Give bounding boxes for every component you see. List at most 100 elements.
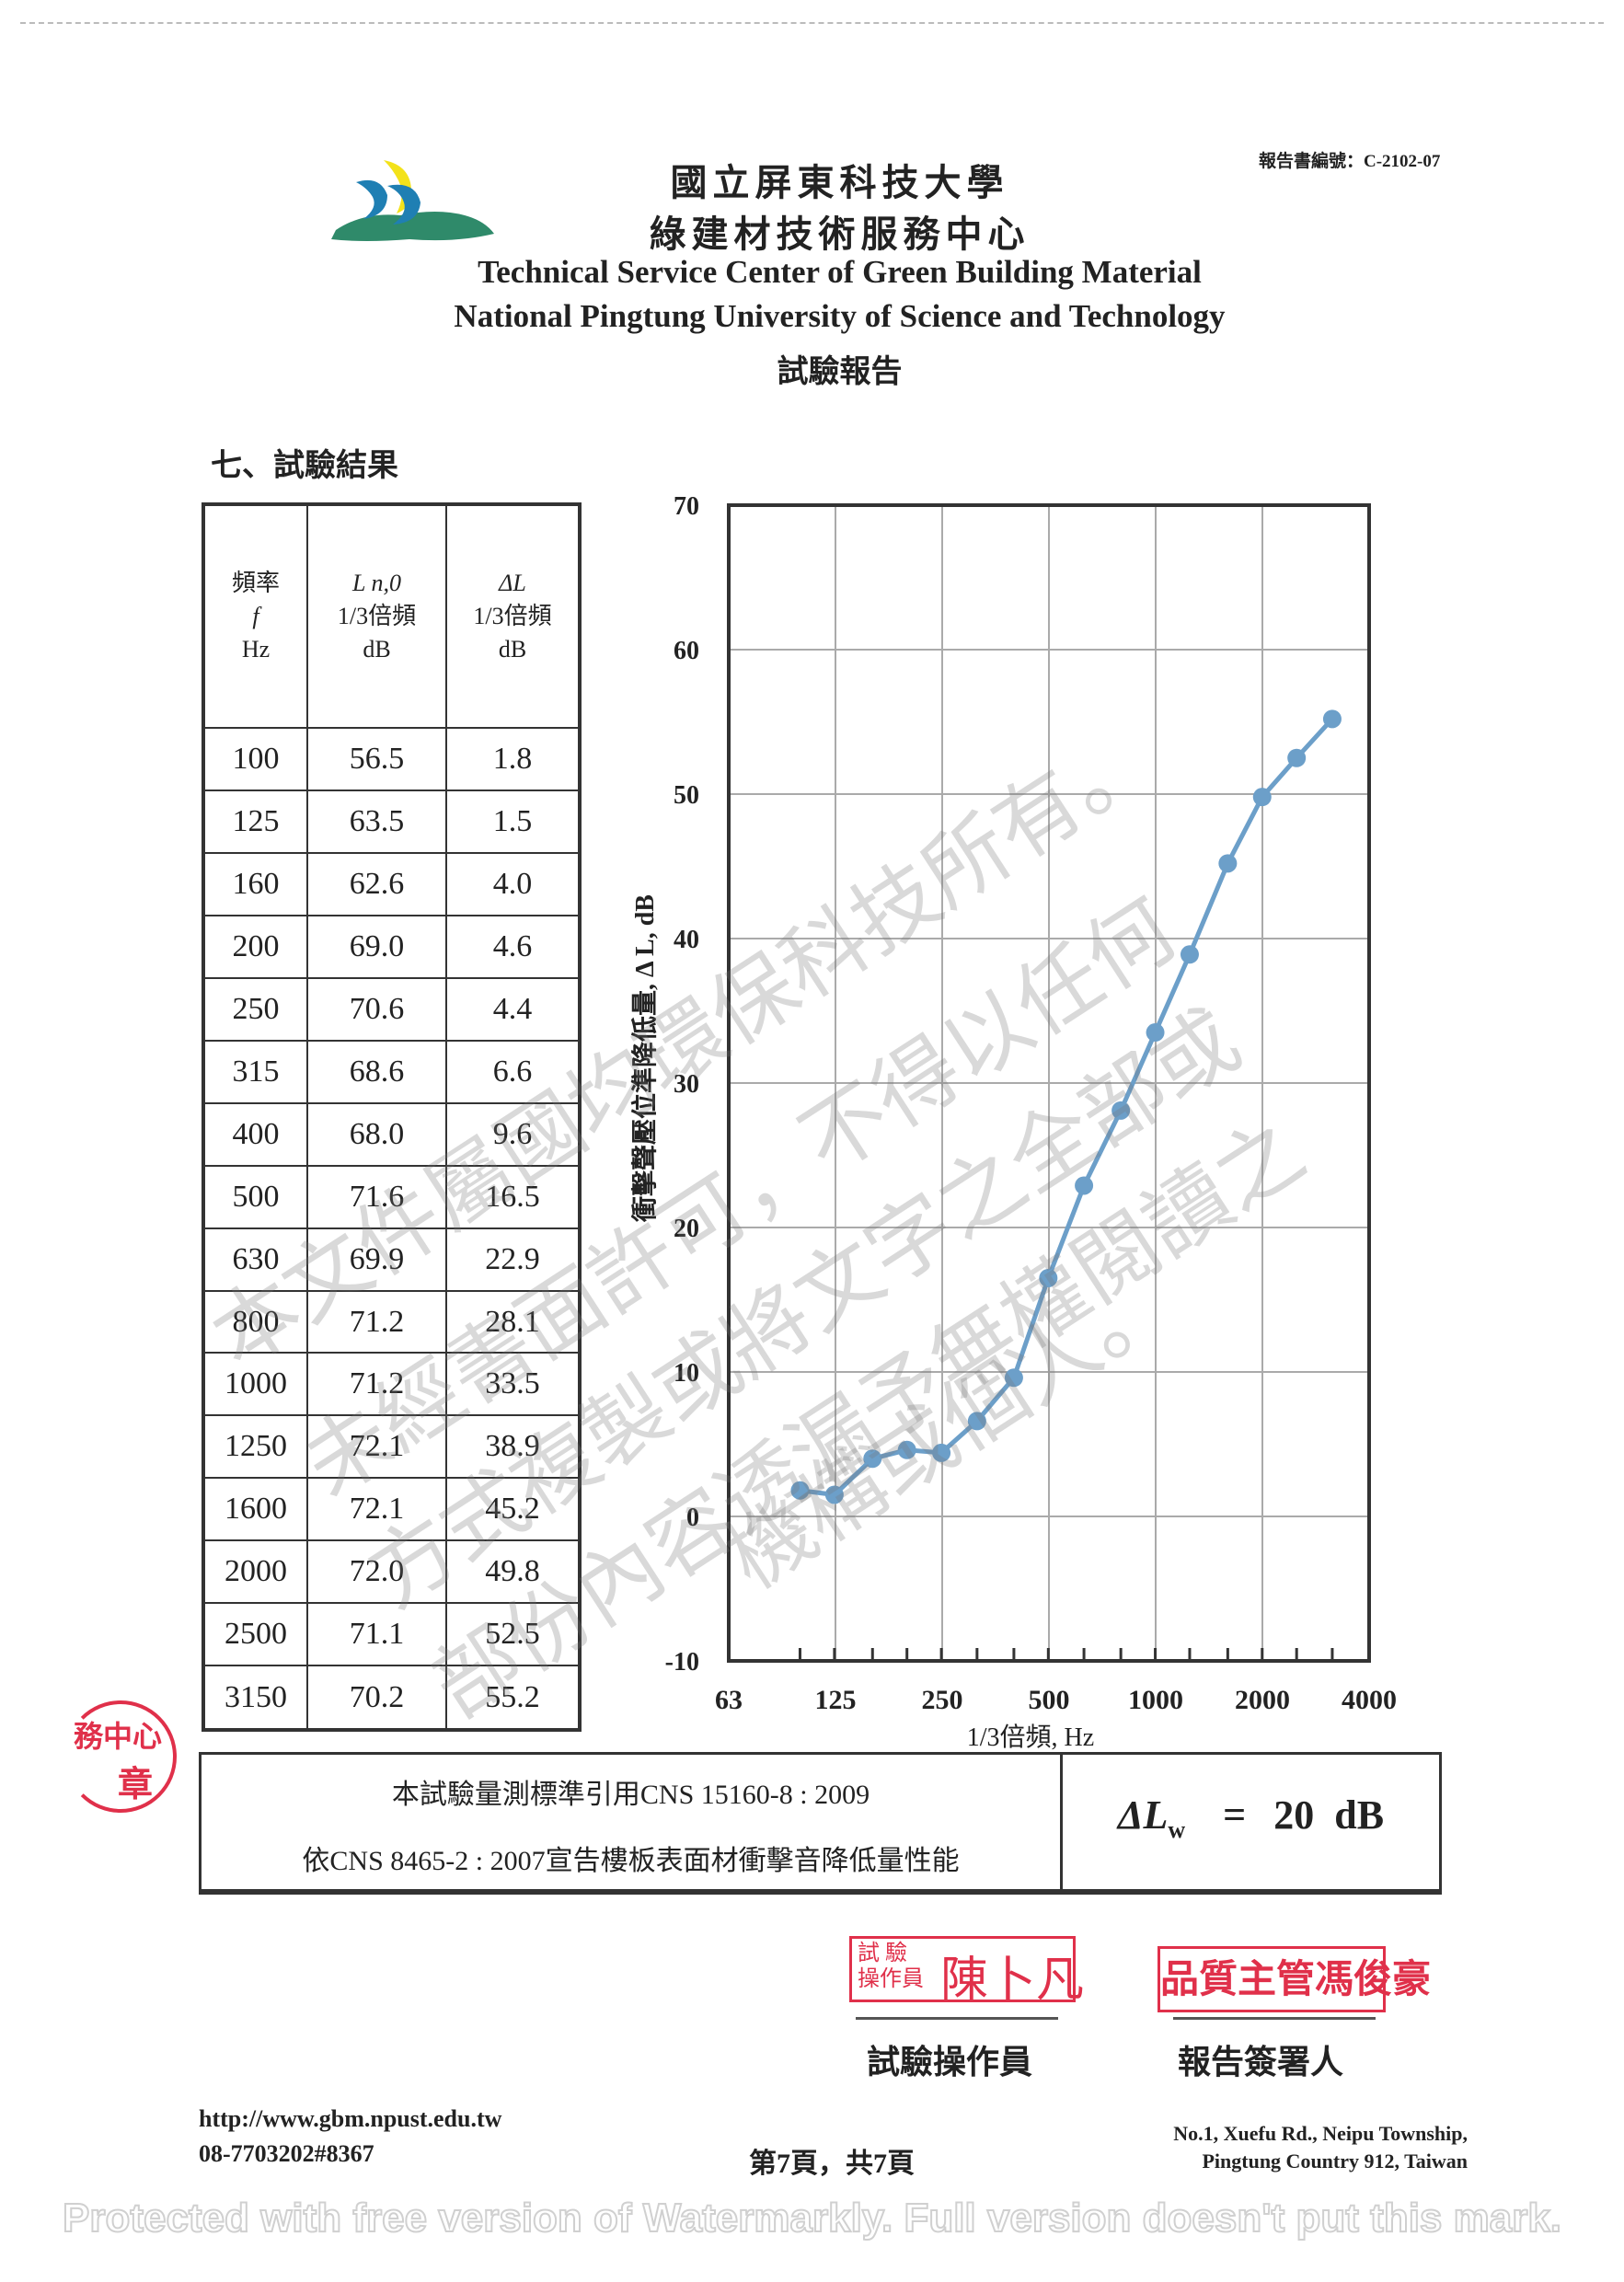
y-tick-label: 40 — [674, 926, 699, 954]
footer-url[interactable]: http://www.gbm.npust.edu.tw — [199, 2105, 502, 2132]
data-point — [1218, 854, 1238, 873]
table-row: 200 69.0 4.6 — [202, 914, 581, 979]
page-number: 第7頁，共7頁 — [749, 2149, 915, 2179]
weighted-result: ΔLw = 20 dB — [1117, 1792, 1385, 1843]
cell-ln0: 62.6 — [306, 851, 447, 916]
title-cn-1: 國立屏東科技大學 — [670, 162, 1009, 203]
header-ln0: L n,0 1/3倍頻 dB — [306, 503, 447, 729]
summary-divider — [1060, 1755, 1063, 1889]
cell-ln0: 56.5 — [306, 726, 447, 791]
y-tick-label: 50 — [674, 781, 699, 810]
operator-label: 試驗操作員 — [866, 2044, 1032, 2080]
data-point — [1252, 788, 1272, 807]
y-tick-label: -10 — [665, 1648, 699, 1677]
table-row: 250 70.6 4.4 — [202, 976, 581, 1042]
cell-ln0: 71.2 — [306, 1289, 447, 1354]
cell-frequency: 100 — [202, 726, 308, 791]
signer-signature-line — [1173, 2017, 1376, 2020]
data-point — [1322, 709, 1342, 729]
official-seal: 務中心 章 — [64, 1700, 177, 1813]
cell-ln0: 71.1 — [306, 1602, 447, 1667]
top-border — [20, 22, 1604, 24]
data-point — [897, 1440, 916, 1459]
data-point — [863, 1449, 882, 1469]
cell-delta-l: 4.6 — [445, 914, 581, 979]
cell-frequency: 1600 — [202, 1477, 308, 1542]
cell-delta-l: 1.5 — [445, 789, 581, 854]
cell-frequency: 200 — [202, 914, 308, 979]
cell-delta-l: 6.6 — [445, 1039, 581, 1104]
footer-phone: 08-7703202#8367 — [199, 2140, 374, 2167]
cell-frequency: 2500 — [202, 1602, 308, 1667]
x-tick-label: 63 — [715, 1685, 743, 1715]
cell-frequency: 1000 — [202, 1352, 308, 1417]
x-tick-label: 500 — [1029, 1685, 1070, 1715]
table-row: 3150 70.2 55.2 — [202, 1665, 581, 1731]
cell-ln0: 72.0 — [306, 1539, 447, 1605]
data-point — [1004, 1368, 1023, 1388]
cell-delta-l: 1.8 — [445, 726, 581, 791]
cell-delta-l: 38.9 — [445, 1414, 581, 1480]
title-cn-2: 綠建材技術服務中心 — [649, 213, 1031, 255]
table-row: 1600 72.1 45.2 — [202, 1477, 581, 1542]
y-tick-label: 10 — [674, 1359, 699, 1388]
cell-frequency: 2000 — [202, 1539, 308, 1605]
cell-delta-l: 4.0 — [445, 851, 581, 916]
cell-frequency: 125 — [202, 789, 308, 854]
cell-ln0: 68.6 — [306, 1039, 447, 1104]
delta-l-series-line — [800, 717, 1334, 1498]
data-point — [932, 1443, 951, 1462]
cell-frequency: 500 — [202, 1164, 308, 1229]
cell-frequency: 1250 — [202, 1414, 308, 1480]
table-row: 800 71.2 28.1 — [202, 1289, 581, 1354]
table-row: 315 68.6 6.6 — [202, 1039, 581, 1104]
cell-delta-l: 16.5 — [445, 1164, 581, 1229]
x-tick-label: 2000 — [1235, 1685, 1290, 1715]
table-row: 160 62.6 4.0 — [202, 851, 581, 916]
table-row: 1250 72.1 38.9 — [202, 1414, 581, 1480]
cell-ln0: 69.9 — [306, 1227, 447, 1292]
x-tick-label: 4000 — [1342, 1685, 1397, 1715]
table-header-row: 頻率 f Hz L n,0 1/3倍頻 dB ΔL 1/3倍頻 dB — [202, 503, 581, 729]
declaration-text: 依CNS 8465-2 : 2007宣告樓板表面材衝擊音降低量性能 — [302, 1846, 960, 1876]
plot-frame — [727, 503, 1371, 1663]
header-delta-l: ΔL 1/3倍頻 dB — [445, 503, 581, 729]
title-en-2: National Pingtung University of Science … — [454, 298, 1226, 334]
cell-frequency: 160 — [202, 851, 308, 916]
header-frequency: 頻率 f Hz — [202, 503, 308, 729]
y-tick-label: 60 — [674, 637, 699, 665]
table-row: 2000 72.0 49.8 — [202, 1539, 581, 1605]
cell-delta-l: 45.2 — [445, 1477, 581, 1542]
cell-ln0: 68.0 — [306, 1101, 447, 1167]
cell-delta-l: 22.9 — [445, 1227, 581, 1292]
footer-address-2: Pingtung Country 912, Taiwan — [1202, 2149, 1468, 2173]
cell-frequency: 630 — [202, 1227, 308, 1292]
cell-ln0: 71.6 — [306, 1164, 447, 1229]
university-logo — [331, 160, 494, 241]
y-tick-label: 30 — [674, 1070, 699, 1099]
data-point — [967, 1412, 986, 1431]
section-title: 七、試驗結果 — [211, 449, 398, 483]
cell-ln0: 69.0 — [306, 914, 447, 979]
signer-label: 報告簽署人 — [1177, 2044, 1343, 2080]
data-point — [1287, 748, 1307, 767]
x-tick-label: 250 — [922, 1685, 963, 1715]
data-point — [790, 1481, 810, 1500]
table-row: 500 71.6 16.5 — [202, 1164, 581, 1229]
y-tick-label: 20 — [674, 1215, 699, 1243]
table-row: 1000 71.2 33.5 — [202, 1352, 581, 1417]
y-tick-label: 70 — [674, 492, 699, 521]
table-row: 2500 71.1 52.5 — [202, 1602, 581, 1667]
table-row: 630 69.9 22.9 — [202, 1227, 581, 1292]
cell-delta-l: 52.5 — [445, 1602, 581, 1667]
cell-delta-l: 4.4 — [445, 976, 581, 1042]
cell-delta-l: 9.6 — [445, 1101, 581, 1167]
cell-ln0: 71.2 — [306, 1352, 447, 1417]
summary-box: 本試驗量測標準引用CNS 15160-8 : 2009 依CNS 8465-2 … — [199, 1752, 1442, 1895]
cell-ln0: 70.6 — [306, 976, 447, 1042]
cell-frequency: 315 — [202, 1039, 308, 1104]
x-tick-label: 1000 — [1128, 1685, 1183, 1715]
data-point — [1075, 1176, 1094, 1195]
table-row: 125 63.5 1.5 — [202, 789, 581, 854]
standard-reference: 本試驗量測標準引用CNS 15160-8 : 2009 — [391, 1780, 870, 1810]
